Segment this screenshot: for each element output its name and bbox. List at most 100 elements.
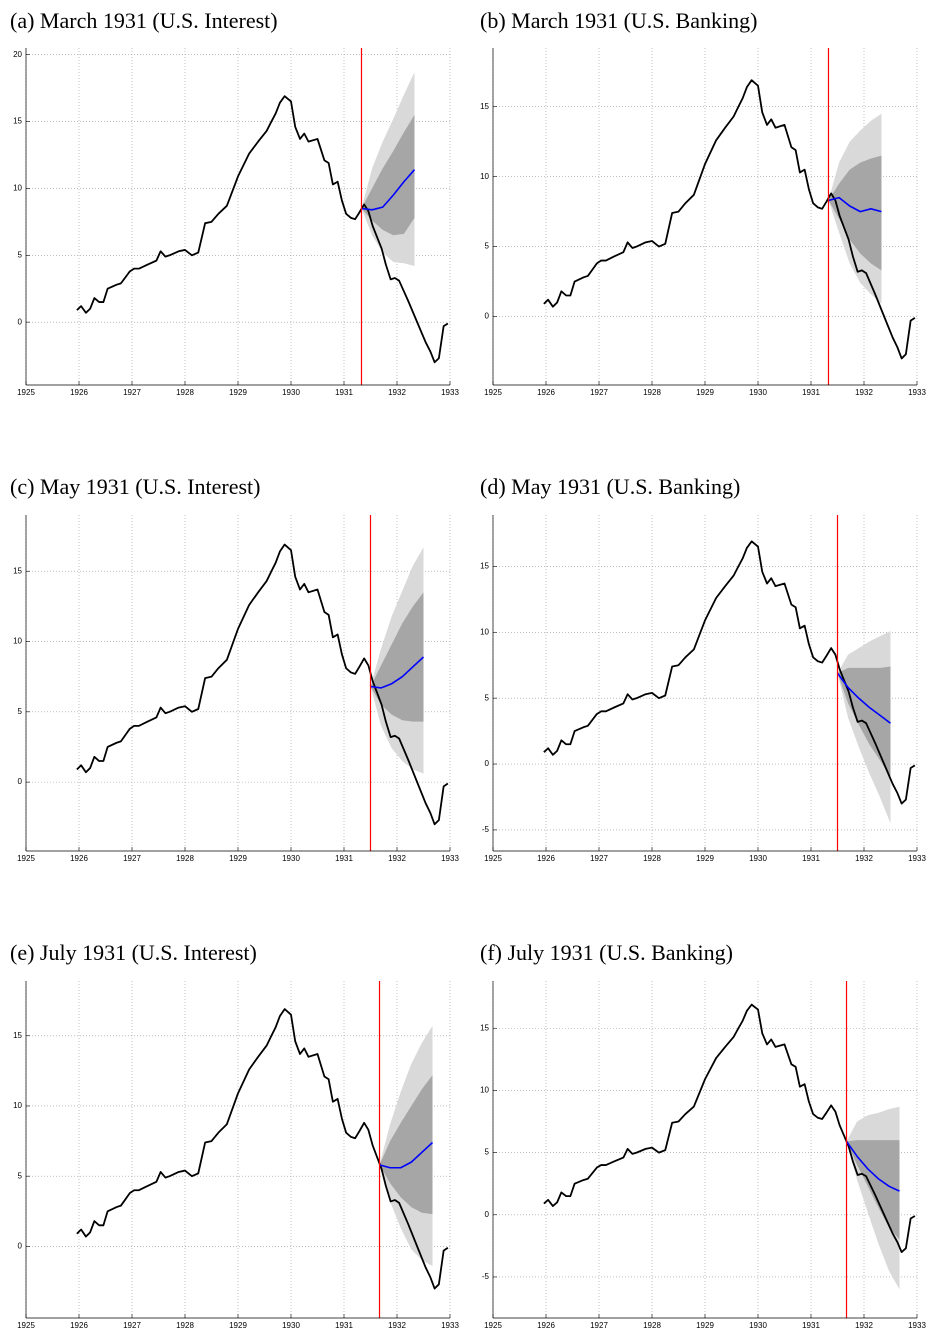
y-tick-label: 0 — [485, 312, 490, 321]
y-tick-label: 10 — [480, 172, 489, 181]
x-tick-label: 1931 — [802, 854, 820, 863]
actual-line — [76, 95, 449, 364]
panel-title: (f) July 1931 (U.S. Banking) — [480, 940, 733, 965]
x-tick-label: 1929 — [229, 1321, 247, 1330]
y-tick-label: 15 — [480, 102, 489, 111]
x-tick-label: 1927 — [590, 854, 608, 863]
panel: (e) July 1931 (U.S. Interest) 1925 1926 192… — [10, 940, 459, 1330]
y-tick-label: 20 — [13, 50, 22, 59]
x-tick-label: 1930 — [282, 388, 300, 397]
x-tick-label: 1929 — [696, 1321, 714, 1330]
y-tick-label: -5 — [482, 1272, 490, 1281]
forecast-line — [836, 672, 891, 724]
x-tick-label: 1927 — [123, 1321, 141, 1330]
x-tick-label: 1929 — [229, 388, 247, 397]
x-tick-label: 1927 — [123, 388, 141, 397]
actual-line — [76, 1008, 449, 1290]
x-tick-label: 1925 — [484, 854, 502, 863]
x-tick-label: 1928 — [643, 854, 661, 863]
forecast-band — [828, 155, 882, 271]
x-tick-label: 1929 — [696, 388, 714, 397]
panel: (f) July 1931 (U.S. Banking) 1925 1926 1927… — [480, 940, 926, 1330]
forecast-band — [361, 114, 415, 236]
y-tick-label: 5 — [485, 693, 490, 702]
forecast-line — [379, 1141, 434, 1169]
x-tick-label: 1933 — [908, 1321, 926, 1330]
x-tick-label: 1931 — [802, 1321, 820, 1330]
y-tick-label: 0 — [18, 1241, 23, 1250]
x-tick-label: 1926 — [537, 388, 555, 397]
x-tick-label: 1926 — [70, 388, 88, 397]
x-tick-label: 1929 — [696, 854, 714, 863]
y-tick-label: 5 — [18, 707, 23, 716]
x-tick-label: 1932 — [855, 854, 873, 863]
forecast-line — [845, 1140, 900, 1192]
actual-line — [76, 543, 449, 826]
x-tick-label: 1926 — [537, 854, 555, 863]
x-tick-label: 1931 — [335, 388, 353, 397]
y-tick-label: 15 — [13, 1031, 22, 1040]
forecast-line — [361, 169, 416, 211]
x-tick-label: 1931 — [335, 854, 353, 863]
forecast-band — [379, 1075, 433, 1215]
x-tick-label: 1929 — [229, 854, 247, 863]
panel-title: (c) May 1931 (U.S. Interest) — [10, 474, 261, 499]
x-tick-label: 1932 — [388, 388, 406, 397]
panel-title: (b) March 1931 (U.S. Banking) — [480, 8, 757, 33]
y-tick-label: 10 — [13, 184, 22, 193]
x-tick-label: 1933 — [908, 388, 926, 397]
x-tick-label: 1925 — [484, 388, 502, 397]
y-tick-label: 0 — [18, 777, 23, 786]
forecast-line — [370, 656, 425, 689]
x-tick-label: 1932 — [855, 1321, 873, 1330]
x-tick-label: 1930 — [749, 388, 767, 397]
y-tick-label: 5 — [18, 1171, 23, 1180]
y-tick-label: 0 — [485, 1210, 490, 1219]
x-tick-label: 1930 — [749, 854, 767, 863]
y-tick-label: 15 — [480, 561, 489, 570]
actual-line — [543, 540, 916, 805]
y-tick-label: 0 — [18, 317, 23, 326]
panel: (c) May 1931 (U.S. Interest) 1925 1926 1927… — [10, 474, 459, 863]
x-tick-label: 1932 — [388, 1321, 406, 1330]
y-tick-label: 5 — [485, 242, 490, 251]
x-tick-label: 1928 — [643, 1321, 661, 1330]
x-tick-label: 1926 — [537, 1321, 555, 1330]
y-tick-label: 0 — [485, 759, 490, 768]
x-tick-label: 1933 — [441, 1321, 459, 1330]
x-tick-label: 1925 — [17, 1321, 35, 1330]
y-tick-label: 10 — [480, 627, 489, 636]
y-tick-label: 15 — [13, 566, 22, 575]
x-tick-label: 1932 — [855, 388, 873, 397]
x-tick-label: 1930 — [282, 854, 300, 863]
x-tick-label: 1930 — [282, 1321, 300, 1330]
x-tick-label: 1927 — [123, 854, 141, 863]
y-tick-label: 5 — [485, 1148, 490, 1157]
x-tick-label: 1932 — [388, 854, 406, 863]
forecast-band — [370, 592, 424, 722]
x-tick-label: 1931 — [335, 1321, 353, 1330]
panel-title: (a) March 1931 (U.S. Interest) — [10, 8, 278, 33]
y-tick-label: 10 — [13, 1101, 22, 1110]
panel: (a) March 1931 (U.S. Interest) 1925 1926 19… — [10, 8, 459, 397]
y-tick-label: 10 — [13, 637, 22, 646]
y-tick-label: 10 — [480, 1086, 489, 1095]
x-tick-label: 1925 — [17, 388, 35, 397]
x-tick-label: 1933 — [441, 854, 459, 863]
panel: (b) March 1931 (U.S. Banking) 1925 1926 192… — [480, 8, 926, 397]
x-tick-label: 1927 — [590, 388, 608, 397]
panel-title: (e) July 1931 (U.S. Interest) — [10, 940, 257, 965]
x-tick-label: 1925 — [17, 854, 35, 863]
y-tick-label: 15 — [480, 1023, 489, 1032]
y-tick-label: 15 — [13, 117, 22, 126]
x-tick-label: 1926 — [70, 1321, 88, 1330]
panel-title: (d) May 1931 (U.S. Banking) — [480, 474, 740, 499]
x-tick-label: 1928 — [643, 388, 661, 397]
actual-line — [543, 1003, 916, 1253]
panel: (d) May 1931 (U.S. Banking) 1925 1926 1927 1… — [480, 474, 926, 863]
actual-line — [543, 79, 916, 360]
x-tick-label: 1931 — [802, 388, 820, 397]
x-tick-label: 1933 — [908, 854, 926, 863]
x-tick-label: 1928 — [176, 388, 194, 397]
